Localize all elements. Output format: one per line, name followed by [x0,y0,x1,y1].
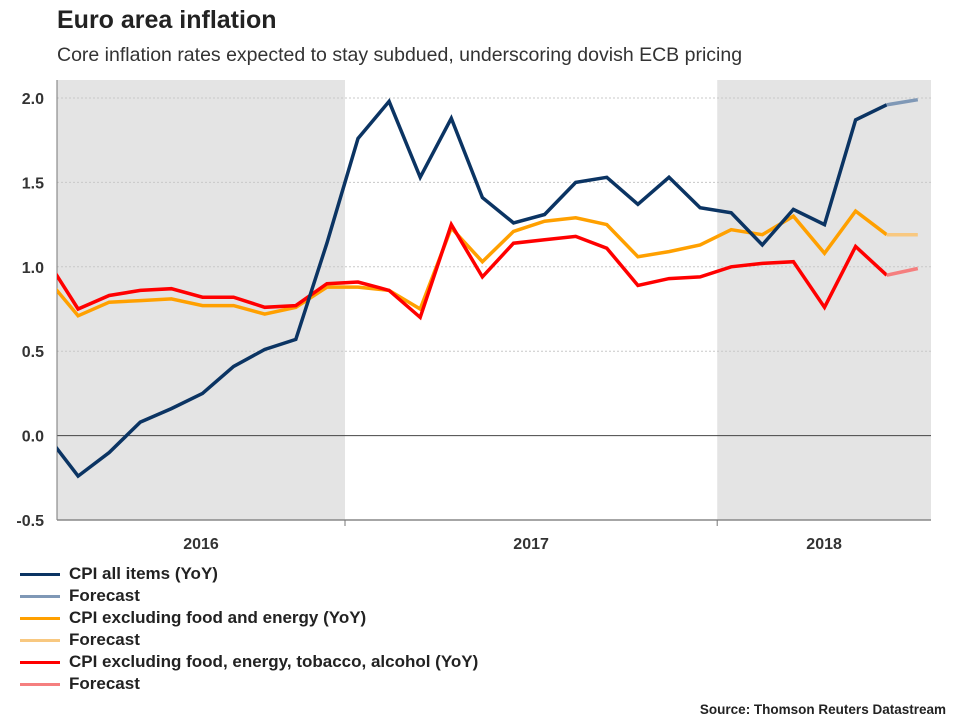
y-tick-label: -0.5 [16,513,44,530]
y-tick-label: 1.0 [22,260,44,277]
y-tick-label: 0.0 [22,429,44,446]
legend-label: Forecast [69,630,140,649]
chart-title: Euro area inflation [57,6,277,34]
series-line-0 [57,98,888,479]
x-tick-label: 2018 [806,536,842,553]
legend-item: CPI all items (YoY) [20,563,478,585]
legend: CPI all items (YoY) Forecast CPI excluding… [20,563,478,695]
y-tick-label: 2.0 [22,91,44,108]
series-line-2 [57,208,888,318]
legend-item: CPI excluding food and energy (YoY) [20,607,478,629]
y-tick-label: 1.5 [22,175,44,192]
legend-label: CPI all items (YoY) [69,564,218,583]
series-line-5 [886,266,919,277]
legend-swatch [20,638,60,642]
legend-item: Forecast [20,673,478,695]
x-tick-label: 2017 [513,536,549,553]
legend-label: CPI excluding food, energy, tobacco, alc… [69,652,479,671]
legend-item: CPI excluding food, energy, tobacco, alc… [20,651,478,673]
legend-item: Forecast [20,629,478,651]
series-line-4 [57,220,888,321]
legend-label: Forecast [69,586,140,605]
chart-subtitle: Core inflation rates expected to stay su… [57,44,743,66]
legend-item: Forecast [20,585,478,607]
legend-label: Forecast [69,674,140,693]
shaded-year-2016 [57,80,345,520]
legend-swatch [20,594,60,598]
x-tick-label: 2016 [183,536,219,553]
y-tick-label: 0.5 [22,344,44,361]
source-note: Source: Thomson Reuters Datastream [699,702,946,717]
legend-swatch [20,660,60,664]
legend-label: CPI excluding food and energy (YoY) [69,608,367,627]
legend-swatch [20,572,60,576]
legend-swatch [20,616,60,620]
series-line-1 [886,97,919,107]
legend-swatch [20,682,60,686]
shaded-year-2018 [717,80,931,520]
